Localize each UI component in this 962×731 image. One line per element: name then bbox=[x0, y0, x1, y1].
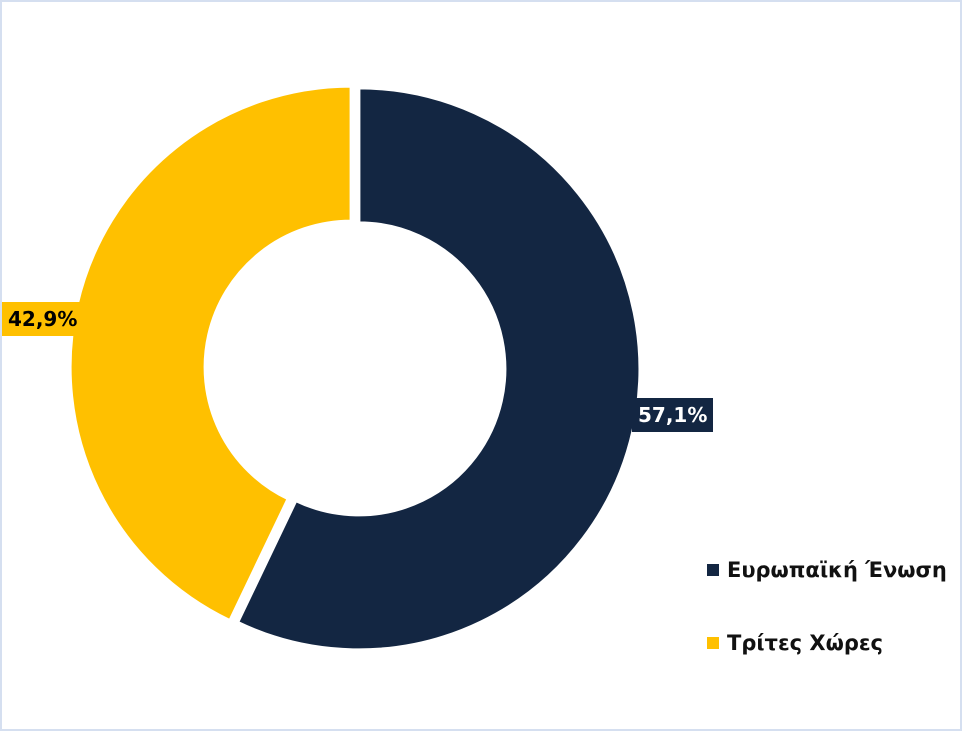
data-label-eu: 57,1% bbox=[632, 398, 714, 432]
legend-swatch-eu bbox=[707, 564, 719, 576]
legend-item-eu: Ευρωπαϊκή Ένωση bbox=[707, 558, 947, 582]
legend-label-eu: Ευρωπαϊκή Ένωση bbox=[727, 558, 947, 582]
data-label-third-countries: 42,9% bbox=[2, 302, 84, 336]
legend-label-third-countries: Τρίτες Χώρες bbox=[727, 631, 884, 655]
legend-swatch-third-countries bbox=[707, 637, 719, 649]
slice-eu bbox=[235, 86, 642, 652]
slice-third-countries bbox=[68, 84, 353, 623]
legend-item-third-countries: Τρίτες Χώρες bbox=[707, 631, 883, 655]
